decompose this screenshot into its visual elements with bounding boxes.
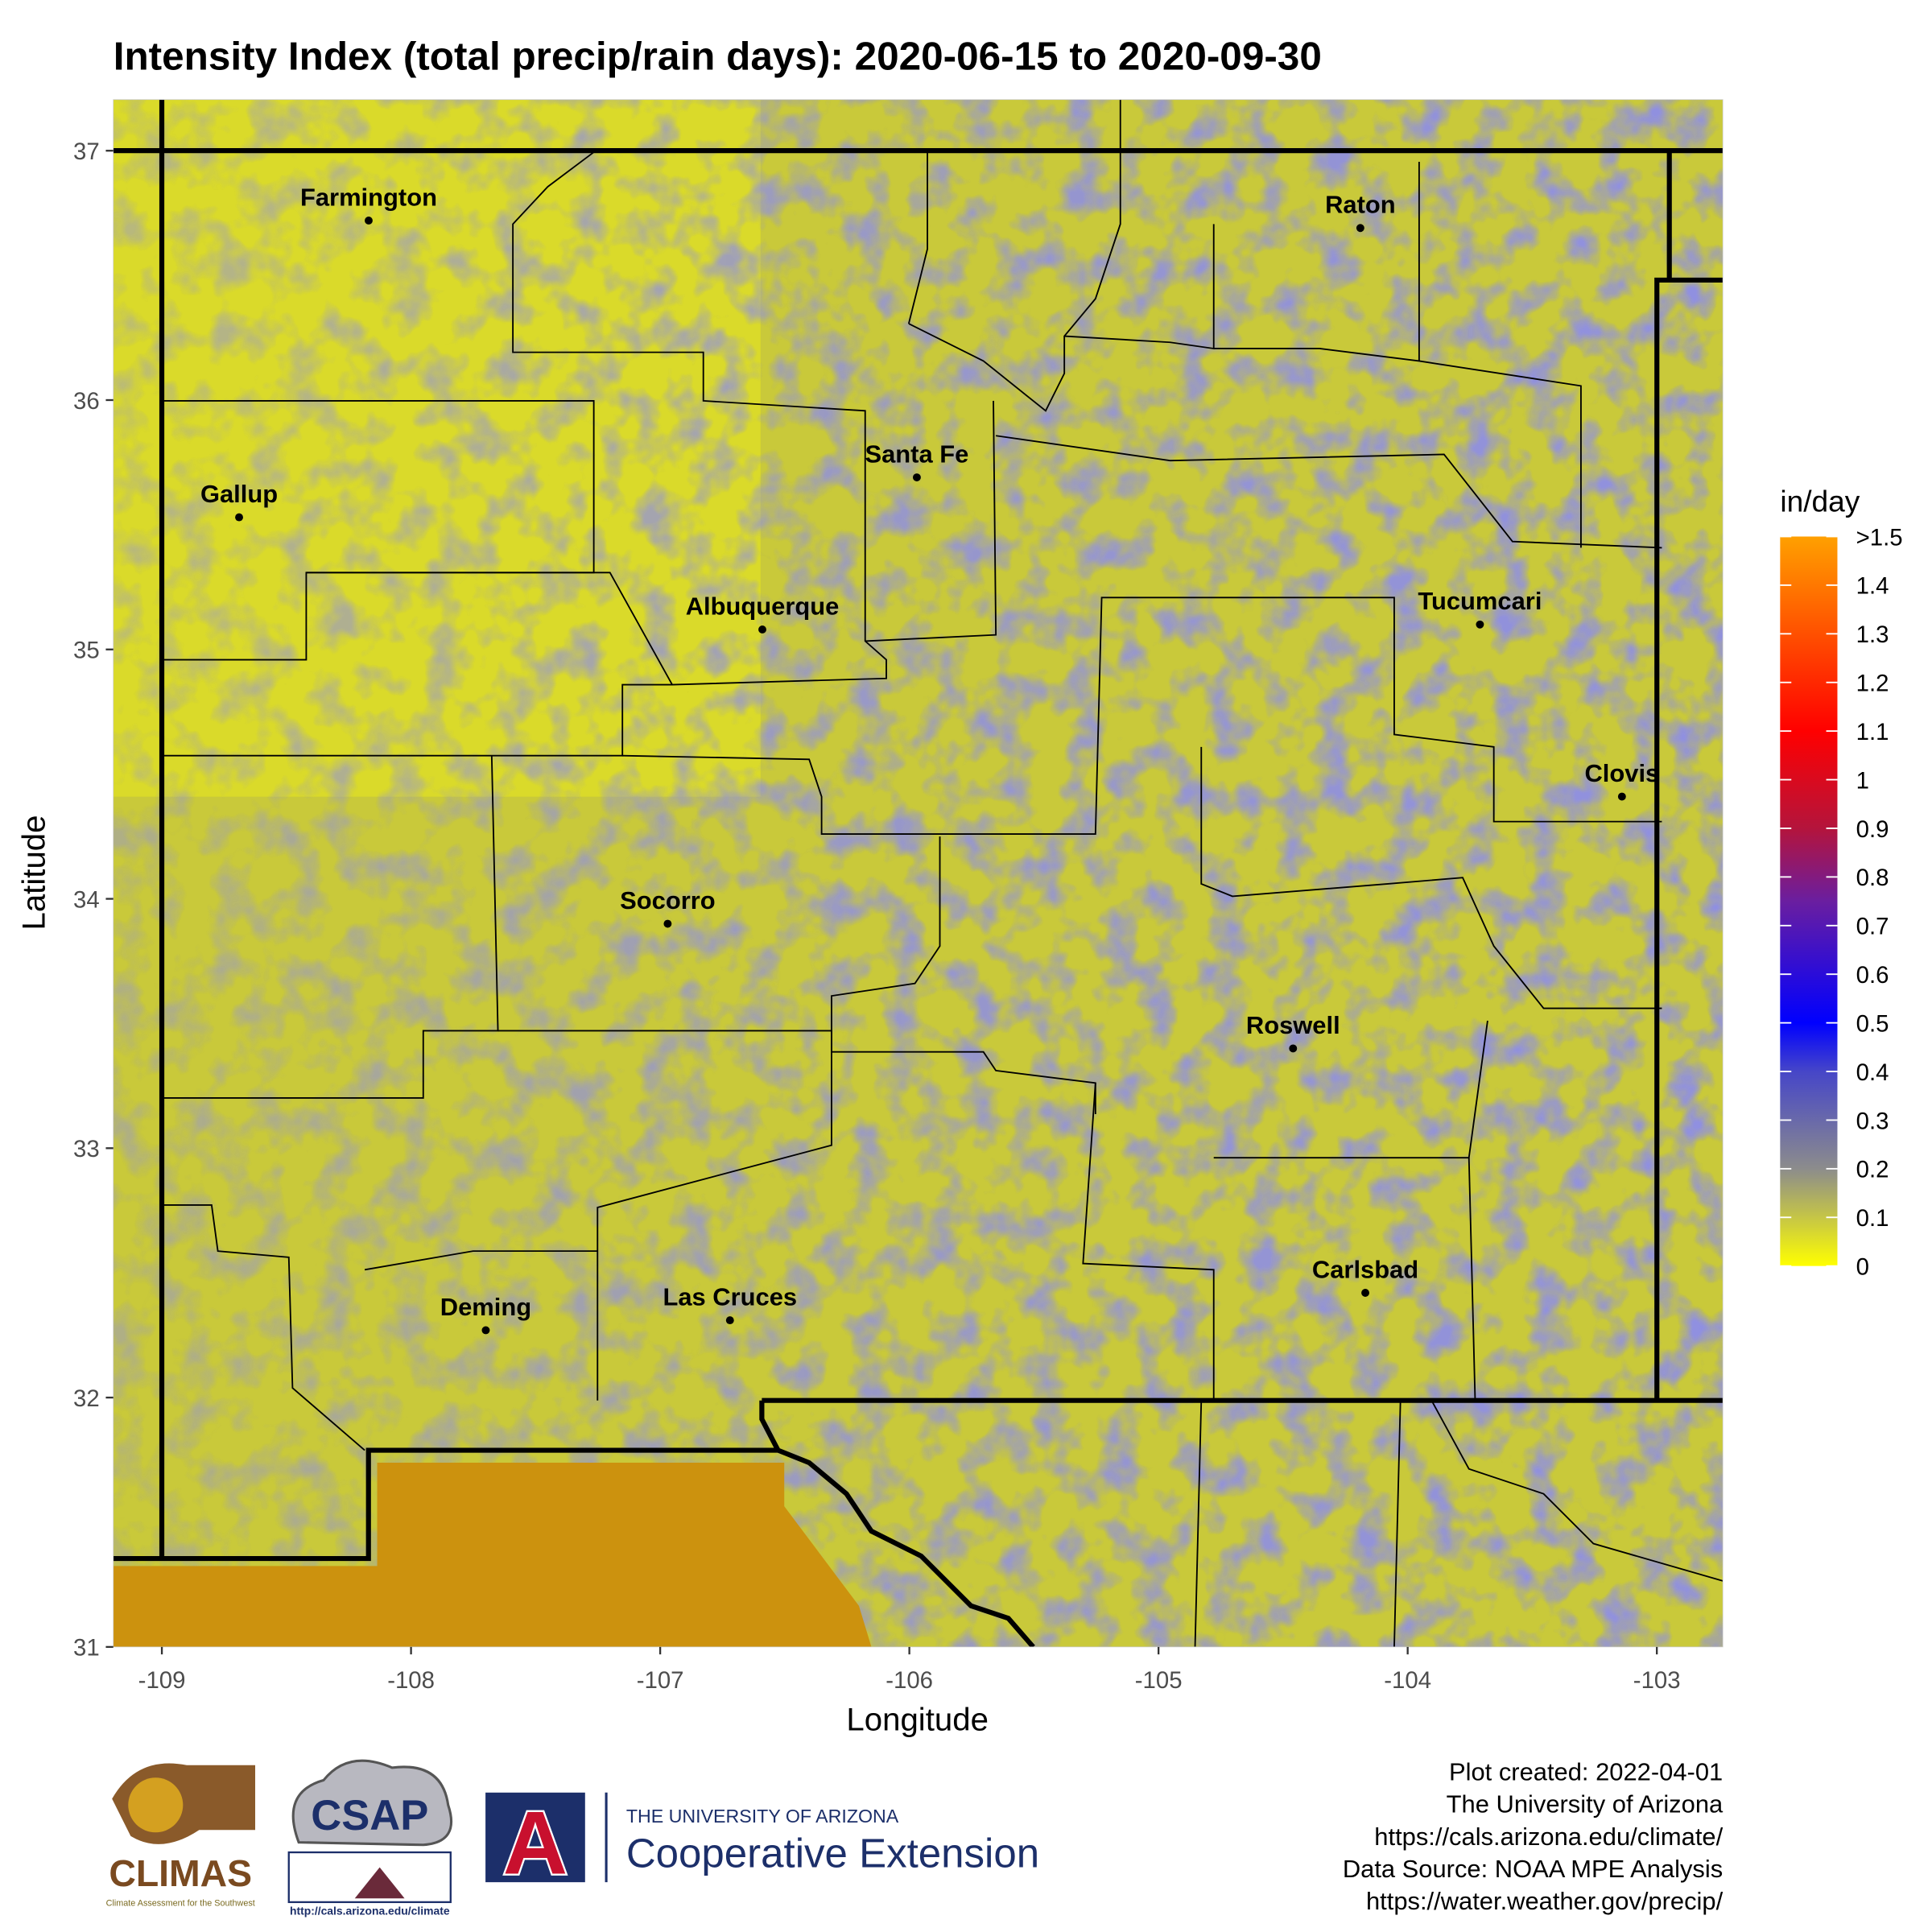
- legend-tick-label: 0.6: [1856, 962, 1889, 989]
- ua-main: Cooperative Extension: [626, 1831, 1039, 1876]
- city-label: Tucumcari: [1418, 587, 1542, 615]
- city-label: Socorro: [620, 886, 716, 914]
- climas-sub: Climate Assessment for the Southwest: [106, 1899, 255, 1909]
- city-label: Roswell: [1246, 1011, 1340, 1039]
- legend-tick-label: >1.5: [1856, 524, 1903, 551]
- city-label: Farmington: [300, 183, 437, 211]
- x-tick-label: -106: [886, 1667, 933, 1694]
- legend-tick-label: 0.7: [1856, 914, 1889, 940]
- csap-cloud: [291, 1759, 452, 1847]
- x-tick-label: -104: [1384, 1667, 1431, 1694]
- city-label: Albuquerque: [686, 592, 840, 620]
- y-tick-label: 37: [73, 138, 100, 165]
- city-marker: [1289, 1044, 1298, 1053]
- city-marker: [758, 625, 766, 634]
- city-label: Deming: [440, 1293, 531, 1321]
- climas-text: CLIMAS: [109, 1852, 252, 1894]
- legend-title: in/day: [1780, 485, 1860, 518]
- city-marker: [912, 473, 921, 481]
- city-marker: [1356, 224, 1364, 233]
- footer-line: Plot created: 2022-04-01: [1449, 1757, 1723, 1785]
- footer-line: https://water.weather.gov/precip/: [1366, 1887, 1724, 1915]
- county-lines: [163, 99, 1724, 1647]
- raster: [113, 99, 1724, 1647]
- x-tick-label: -108: [387, 1667, 435, 1694]
- logos: CLIMAS Climate Assessment for the Southw…: [106, 1759, 1039, 1917]
- footer-line: Data Source: NOAA MPE Analysis: [1343, 1855, 1723, 1883]
- legend-tick-label: 1.3: [1856, 621, 1889, 648]
- legend-tick-label: 0.4: [1856, 1059, 1889, 1086]
- x-tick-label: -103: [1633, 1667, 1681, 1694]
- raster-noise2: [113, 99, 1724, 1647]
- city-label: Raton: [1325, 191, 1396, 219]
- city-marker: [365, 217, 373, 225]
- city-marker: [481, 1326, 490, 1335]
- city-label: Las Cruces: [663, 1283, 797, 1311]
- ua-top: THE UNIVERSITY OF ARIZONA: [626, 1806, 899, 1827]
- footer-line: The University of Arizona: [1447, 1790, 1724, 1818]
- state-borders: [113, 99, 1724, 1647]
- ua-letter: A: [503, 1792, 568, 1893]
- legend-tick-label: 0.1: [1856, 1205, 1889, 1232]
- legend-tick-label: 0.5: [1856, 1010, 1889, 1037]
- no-data-region: [113, 1463, 872, 1647]
- city-label: Santa Fe: [865, 440, 969, 468]
- x-tick-label: -107: [637, 1667, 684, 1694]
- y-tick-label: 33: [73, 1136, 100, 1162]
- csap-mountain: [354, 1867, 405, 1899]
- footer-line: https://cals.arizona.edu/climate/: [1374, 1823, 1723, 1851]
- legend-tick-label: 0.8: [1856, 865, 1889, 891]
- title: Intensity Index (total precip/rain days)…: [114, 35, 1322, 79]
- city-marker: [235, 513, 243, 522]
- y-tick-label: 32: [73, 1385, 100, 1412]
- x-axis-label: Longitude: [846, 1701, 989, 1737]
- legend-tick-label: 0.9: [1856, 816, 1889, 843]
- y-axis-label: Latitude: [16, 815, 52, 931]
- legend-tick-label: 0: [1856, 1254, 1869, 1281]
- city-marker: [1361, 1289, 1369, 1297]
- city-label: Carlsbad: [1312, 1255, 1418, 1283]
- legend-tick-label: 0.2: [1856, 1157, 1889, 1183]
- legend-tick-label: 1.4: [1856, 573, 1889, 600]
- colorbar: [1780, 536, 1838, 1266]
- climas-sun: [128, 1777, 184, 1833]
- csap-text: CSAP: [311, 1792, 428, 1839]
- city-label: Clovis: [1584, 759, 1659, 787]
- y-tick-label: 35: [73, 638, 100, 664]
- legend-tick-label: 1.2: [1856, 671, 1889, 697]
- panel-border: [113, 99, 1724, 1648]
- city-marker: [725, 1316, 734, 1325]
- city-marker: [1476, 620, 1484, 629]
- city-marker: [663, 919, 672, 928]
- ua-block: [485, 1792, 585, 1883]
- city-label: Gallup: [200, 480, 278, 508]
- y-tick-label: 31: [73, 1635, 100, 1662]
- x-tick-label: -109: [138, 1667, 186, 1694]
- y-tick-label: 34: [73, 886, 100, 913]
- csap-url: http://cals.arizona.edu/climate: [290, 1904, 450, 1917]
- legend-tick-label: 1: [1856, 767, 1869, 794]
- x-tick-label: -105: [1135, 1667, 1183, 1694]
- legend-tick-label: 0.3: [1856, 1108, 1889, 1134]
- legend-tick-label: 1.1: [1856, 719, 1889, 745]
- y-tick-label: 36: [73, 388, 100, 415]
- city-marker: [1617, 792, 1626, 801]
